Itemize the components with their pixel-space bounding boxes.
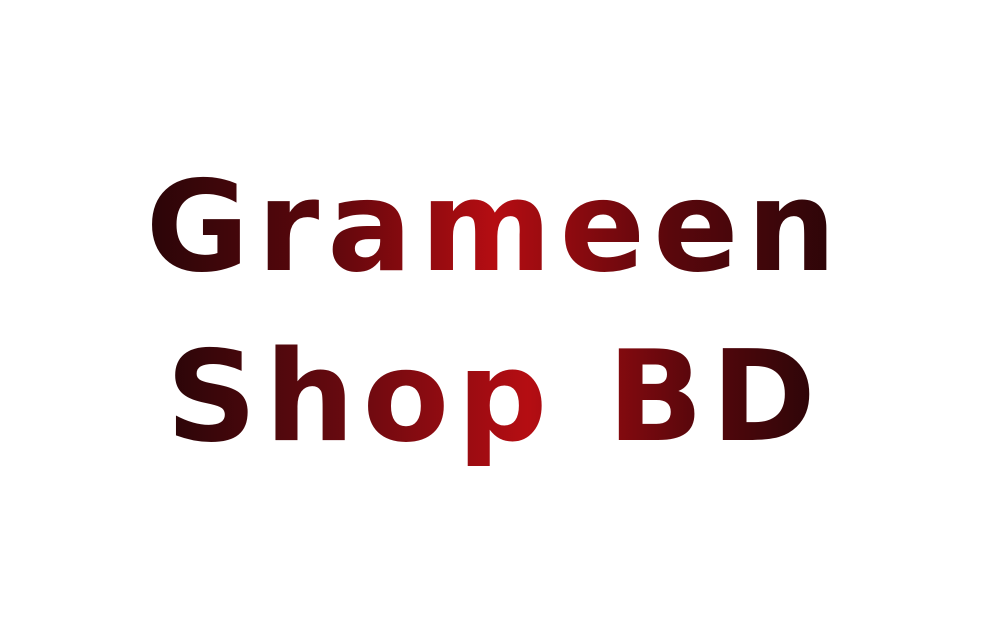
logo-line-1: Grameen bbox=[146, 153, 845, 300]
logo-line-2: Shop BD bbox=[166, 323, 824, 470]
